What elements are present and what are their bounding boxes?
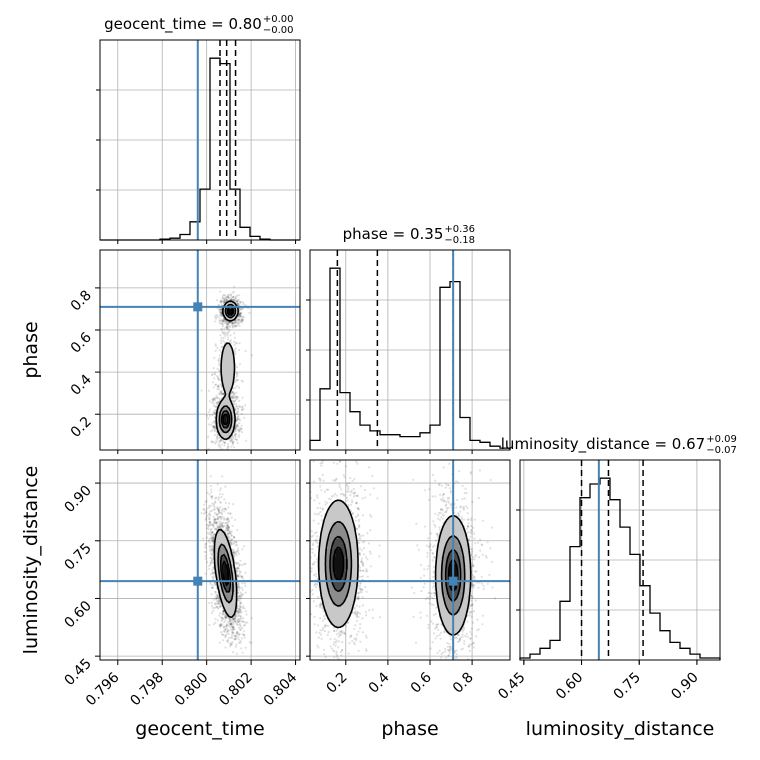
title-lower-error: −0.07 — [706, 445, 737, 456]
title-upper-error: +0.36 — [444, 224, 475, 235]
x-axis-label-luminosity_distance: luminosity_distance — [526, 718, 715, 740]
contour-level — [220, 306, 235, 429]
contour-level — [222, 560, 230, 587]
truth-marker — [448, 576, 458, 586]
title-lower-error: −0.18 — [444, 235, 475, 246]
y-tick-label-luminosity_distance: 0.45 — [61, 656, 94, 689]
x-tick-label-luminosity_distance: 0.60 — [553, 670, 586, 703]
truth-marker — [193, 302, 203, 312]
x-tick-label-phase: 0.2 — [324, 670, 351, 697]
x-tick-label-luminosity_distance: 0.75 — [611, 670, 644, 703]
panel-content — [310, 460, 510, 660]
contour-level — [222, 308, 234, 426]
x-axis-label-phase: phase — [381, 718, 438, 740]
panel-hist-luminosity_distance — [516, 459, 721, 664]
panel-2d-luminosity_distance-vs-geocent_time — [99, 459, 301, 661]
x-tick-label-luminosity_distance: 0.90 — [668, 670, 701, 703]
title-lower-error: −0.00 — [263, 25, 294, 36]
panel-frame — [99, 249, 301, 451]
panel-hist-phase — [306, 249, 511, 454]
x-tick-label-geocent_time: 0.798 — [127, 670, 167, 710]
x-axis-label-geocent_time: geocent_time — [135, 718, 264, 740]
title-upper-error: +0.00 — [263, 14, 294, 25]
x-tick-label-phase: 0.4 — [366, 669, 393, 696]
panel-content — [100, 250, 300, 450]
x-tick-label-geocent_time: 0.800 — [172, 670, 212, 710]
panel-title-luminosity_distance: luminosity_distance = 0.67 — [501, 435, 705, 454]
panel-frame — [309, 459, 511, 661]
contour-level — [324, 521, 466, 616]
contour-level — [217, 543, 234, 604]
panel-2d-phase-vs-geocent_time — [99, 249, 301, 451]
x-tick-label-phase: 0.6 — [408, 669, 435, 696]
y-tick-label-phase: 0.6 — [68, 329, 95, 356]
y-tick-label-luminosity_distance: 0.60 — [61, 598, 94, 631]
histogram-luminosity_distance — [519, 477, 721, 660]
y-tick-label-phase: 0.4 — [68, 372, 95, 399]
contour-level — [215, 300, 239, 440]
title-upper-error: +0.09 — [706, 434, 737, 445]
truth-marker — [193, 576, 203, 586]
y-axis-label-luminosity_distance: luminosity_distance — [20, 466, 42, 655]
panel-title-phase: phase = 0.35 — [343, 225, 444, 243]
y-axis-label-phase: phase — [20, 321, 42, 378]
y-tick-label-luminosity_distance: 0.90 — [61, 483, 94, 516]
y-tick-label-phase: 0.2 — [68, 414, 95, 441]
panel-frame — [99, 459, 301, 661]
panel-content — [100, 460, 300, 660]
contour-level — [213, 528, 238, 619]
x-tick-label-geocent_time: 0.796 — [83, 669, 123, 709]
panel-bg — [100, 250, 300, 450]
panel-hist-geocent_time — [96, 39, 301, 244]
x-tick-label-phase: 0.8 — [450, 670, 477, 697]
panel-bg — [100, 460, 300, 660]
panel-title-geocent_time: geocent_time = 0.80 — [104, 15, 262, 34]
y-tick-label-luminosity_distance: 0.75 — [61, 540, 94, 573]
x-tick-label-luminosity_distance: 0.45 — [495, 670, 528, 703]
histogram-phase — [309, 267, 511, 450]
panel-2d-luminosity_distance-vs-phase — [309, 459, 511, 661]
y-tick-label-phase: 0.8 — [68, 287, 95, 314]
x-tick-label-geocent_time: 0.802 — [216, 670, 256, 710]
x-tick-label-geocent_time: 0.804 — [261, 669, 301, 709]
